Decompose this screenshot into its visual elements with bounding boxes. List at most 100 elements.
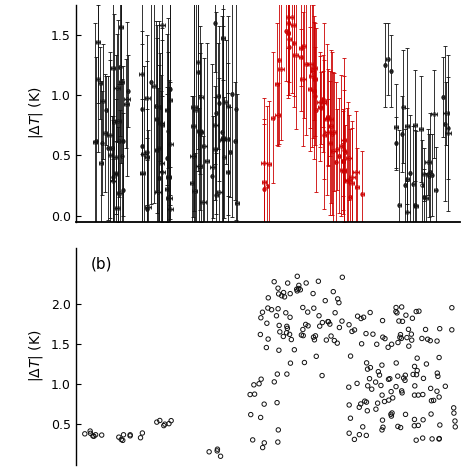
Point: [403, 334, 410, 341]
Point: [264, 294, 272, 301]
Point: [299, 304, 307, 311]
Point: [388, 340, 395, 348]
Point: [256, 331, 264, 338]
Point: [260, 401, 268, 408]
Point: [400, 374, 408, 382]
Point: [247, 411, 255, 419]
Point: [347, 352, 355, 360]
Point: [398, 335, 405, 342]
Point: [402, 410, 410, 418]
Point: [366, 375, 374, 383]
Point: [286, 330, 293, 338]
Point: [318, 372, 326, 379]
Point: [379, 333, 387, 341]
Point: [274, 426, 282, 434]
Point: [165, 420, 173, 428]
Point: [345, 383, 353, 391]
Point: [397, 424, 404, 431]
Point: [419, 416, 427, 424]
Point: [316, 322, 323, 330]
Point: [401, 372, 409, 379]
Point: [395, 317, 403, 325]
Point: [319, 319, 326, 326]
Point: [372, 405, 380, 413]
Point: [419, 374, 427, 382]
Point: [386, 375, 393, 383]
Point: [389, 394, 397, 401]
Point: [377, 382, 385, 389]
Point: [280, 333, 287, 340]
Point: [282, 309, 290, 317]
Point: [381, 335, 389, 342]
Point: [263, 344, 270, 351]
Point: [378, 361, 386, 369]
Point: [331, 309, 339, 317]
Point: [276, 328, 283, 336]
Point: [428, 435, 436, 443]
Point: [366, 309, 374, 316]
Point: [441, 383, 449, 390]
Point: [295, 285, 302, 292]
Point: [448, 326, 456, 334]
Point: [268, 306, 275, 313]
Point: [302, 279, 310, 287]
Point: [353, 380, 361, 387]
Point: [413, 371, 420, 378]
Point: [372, 378, 379, 386]
Point: [363, 432, 370, 439]
Point: [436, 421, 444, 429]
Point: [436, 435, 443, 442]
Point: [274, 284, 282, 292]
Point: [127, 431, 134, 438]
Point: [329, 288, 337, 295]
Point: [379, 416, 386, 424]
Point: [293, 273, 301, 280]
Point: [283, 329, 291, 337]
Point: [205, 448, 213, 456]
Point: [357, 315, 365, 322]
Point: [275, 346, 283, 354]
Point: [392, 383, 400, 391]
Point: [392, 308, 400, 315]
Point: [408, 337, 416, 344]
Point: [346, 414, 354, 422]
Point: [448, 304, 456, 311]
Point: [286, 313, 294, 321]
Point: [433, 337, 441, 345]
Point: [362, 330, 370, 337]
Point: [378, 392, 386, 399]
Point: [412, 308, 420, 315]
Text: (b): (b): [91, 256, 113, 271]
Point: [345, 321, 353, 328]
Point: [304, 308, 311, 316]
Point: [299, 326, 307, 333]
Point: [312, 353, 320, 360]
Point: [361, 397, 368, 405]
Point: [376, 371, 383, 379]
Point: [450, 404, 457, 411]
Y-axis label: |$\Delta T$| (K): |$\Delta T$| (K): [27, 330, 46, 383]
Point: [409, 314, 416, 322]
Point: [394, 339, 402, 346]
Point: [396, 334, 404, 341]
Point: [364, 407, 371, 415]
Point: [284, 279, 292, 287]
Point: [324, 318, 332, 325]
Point: [357, 400, 365, 408]
Point: [315, 312, 323, 319]
Point: [330, 337, 338, 345]
Point: [427, 384, 435, 392]
Point: [422, 326, 429, 333]
Point: [388, 409, 396, 417]
Point: [250, 381, 258, 389]
Point: [398, 387, 405, 395]
Point: [275, 290, 283, 298]
Point: [283, 325, 291, 332]
Point: [374, 400, 382, 407]
Point: [384, 344, 392, 351]
Point: [394, 423, 401, 430]
Point: [435, 435, 443, 443]
Point: [338, 317, 346, 325]
Point: [334, 295, 341, 303]
Point: [257, 375, 265, 383]
